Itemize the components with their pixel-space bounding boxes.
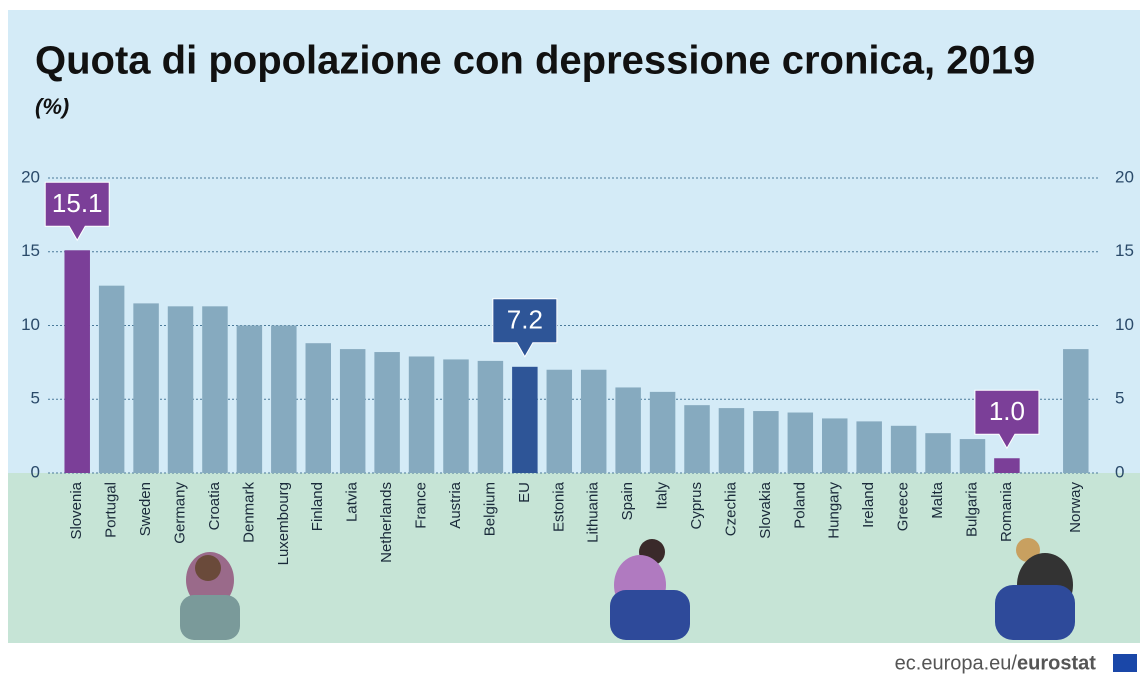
x-tick-label: Denmark <box>240 482 257 543</box>
bar <box>1063 349 1088 473</box>
x-tick-label: EU <box>516 482 533 503</box>
y2-tick-label: 0 <box>1115 462 1124 481</box>
eu-flag <box>1113 654 1137 672</box>
x-tick-label: Austria <box>447 481 464 528</box>
x-tick-label: Portugal <box>103 482 120 538</box>
bar <box>168 306 193 473</box>
x-tick-label: Slovenia <box>68 481 85 539</box>
x-tick-label: Croatia <box>206 481 223 530</box>
x-tick-label: Belgium <box>481 482 498 536</box>
bar <box>891 426 916 473</box>
value-label: 1.0 <box>989 396 1025 426</box>
x-tick-label: Finland <box>309 482 326 531</box>
bar <box>202 306 227 473</box>
bar <box>788 413 813 473</box>
x-tick-label: Cyprus <box>688 482 705 530</box>
bar <box>581 370 606 473</box>
x-tick-label: Malta <box>929 481 946 518</box>
bar <box>237 326 262 474</box>
y2-tick-label: 20 <box>1115 167 1134 186</box>
y2-tick-label: 5 <box>1115 389 1124 408</box>
x-tick-label: Italy <box>654 482 671 510</box>
x-tick-label: Hungary <box>826 482 843 539</box>
value-label: 7.2 <box>507 305 543 335</box>
bar <box>994 458 1019 473</box>
y2-tick-label: 10 <box>1115 315 1134 334</box>
bar <box>822 418 847 473</box>
bar <box>925 433 950 473</box>
source: ec.europa.eu/ <box>895 652 1018 674</box>
bar <box>64 250 89 473</box>
x-tick-label: Czechia <box>722 481 739 536</box>
chart-title: Quota di popolazione con depressione cro… <box>35 39 1035 83</box>
bar <box>650 392 675 473</box>
x-tick-label: Latvia <box>344 481 361 522</box>
x-tick-label: Sweden <box>137 482 154 536</box>
bar <box>684 405 709 473</box>
bar <box>306 343 331 473</box>
chart: Quota di popolazione con depressione cro… <box>0 0 1140 677</box>
bar <box>133 303 158 473</box>
bar <box>719 408 744 473</box>
x-tick-label: Spain <box>619 482 636 520</box>
y-tick-label: 5 <box>31 389 40 408</box>
x-tick-label: Ireland <box>860 482 877 528</box>
x-tick-label: Slovakia <box>757 481 774 538</box>
bar <box>340 349 365 473</box>
bar <box>409 356 434 473</box>
bar <box>512 367 537 473</box>
bar <box>271 326 296 474</box>
bar <box>856 421 881 473</box>
bar <box>960 439 985 473</box>
y-tick-label: 20 <box>21 167 40 186</box>
x-tick-label: Lithuania <box>585 481 602 543</box>
x-tick-label: Greece <box>895 482 912 531</box>
y-tick-label: 15 <box>21 241 40 260</box>
value-label: 15.1 <box>52 188 103 218</box>
x-tick-label: France <box>413 482 430 529</box>
x-tick-label: Romania <box>998 481 1015 542</box>
bar <box>99 286 124 473</box>
y-tick-label: 10 <box>21 315 40 334</box>
bar <box>443 359 468 473</box>
y-tick-label: 0 <box>31 462 40 481</box>
bar <box>374 352 399 473</box>
chart-subtitle: (%) <box>35 94 69 119</box>
bar <box>615 387 640 473</box>
y2-tick-label: 15 <box>1115 241 1134 260</box>
x-tick-label: Bulgaria <box>963 481 980 537</box>
x-tick-label: Germany <box>171 482 188 544</box>
bar <box>478 361 503 473</box>
x-tick-label: Luxembourg <box>275 482 292 565</box>
x-tick-label: Estonia <box>550 481 567 532</box>
bar <box>547 370 572 473</box>
source-brand: eurostat <box>1017 652 1096 674</box>
bar <box>753 411 778 473</box>
x-tick-label: Poland <box>791 482 808 529</box>
x-tick-label: Netherlands <box>378 482 395 563</box>
x-tick-label: Norway <box>1067 482 1084 533</box>
